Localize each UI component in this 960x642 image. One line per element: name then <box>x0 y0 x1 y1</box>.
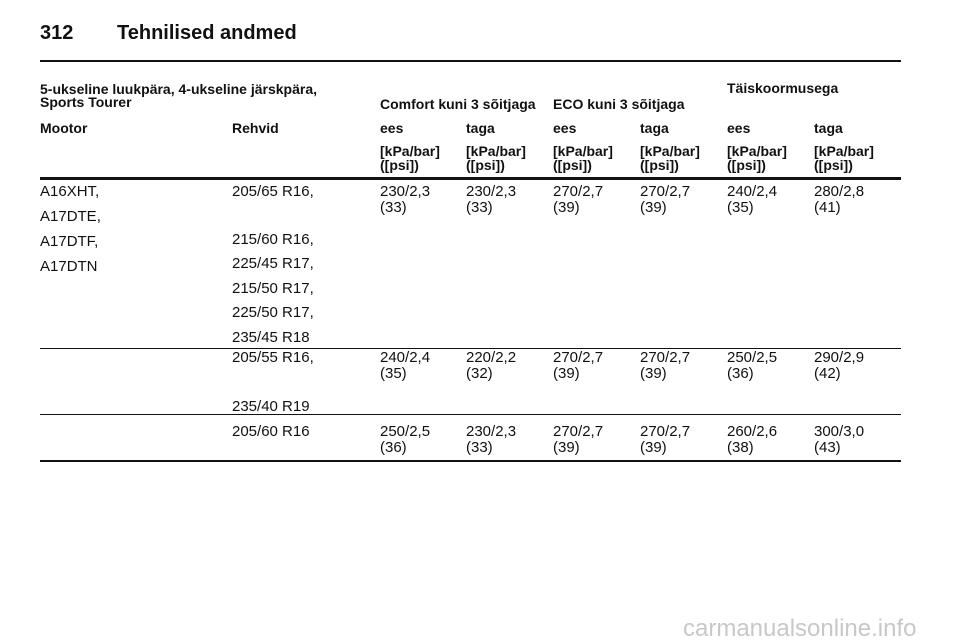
pressure: (39) <box>553 365 580 382</box>
pressure: (35) <box>727 199 754 216</box>
pressure: (42) <box>814 365 841 382</box>
column-header: ees <box>380 120 404 136</box>
pressure: 270/2,7 <box>553 423 604 440</box>
pressure: 250/2,5 <box>380 423 431 440</box>
group-header: ECO kuni 3 sõitjaga <box>553 96 685 112</box>
pressure: (32) <box>466 365 493 382</box>
pressure: 230/2,3 <box>466 423 517 440</box>
rule <box>40 177 901 180</box>
group-header: Comfort kuni 3 sõitjaga <box>380 96 536 112</box>
unit-label: ([psi]) <box>380 157 419 173</box>
pressure: (39) <box>553 199 580 216</box>
pressure: 290/2,9 <box>814 349 865 366</box>
vehicle-header: 5-ukseline luukpära, 4-ukseline järskpär… <box>40 81 318 97</box>
engine: A17DTE, <box>40 208 101 225</box>
column-header: ees <box>553 120 577 136</box>
column-header: taga <box>466 120 495 136</box>
engine: A17DTN <box>40 258 98 275</box>
pressure: 270/2,7 <box>640 349 691 366</box>
pressure: (41) <box>814 199 841 216</box>
pressure: 300/3,0 <box>814 423 865 440</box>
engine: A17DTF, <box>40 233 99 250</box>
tire-size: 215/50 R17, <box>232 280 314 297</box>
pressure: (38) <box>727 439 754 456</box>
pressure: 270/2,7 <box>640 423 691 440</box>
pressure: (36) <box>727 365 754 382</box>
tire-size: 205/55 R16, <box>232 349 314 366</box>
tire-size: 215/60 R16, <box>232 231 314 248</box>
unit-label: ([psi]) <box>814 157 853 173</box>
tire-size: 235/40 R19 <box>232 398 310 415</box>
pressure: 270/2,7 <box>553 183 604 200</box>
pressure: (33) <box>380 199 407 216</box>
unit-label: [kPa/bar] <box>814 143 874 159</box>
unit-label: ([psi]) <box>553 157 592 173</box>
pressure: (43) <box>814 439 841 456</box>
tire-size: 235/45 R18 <box>232 329 310 346</box>
pressure: (39) <box>640 439 667 456</box>
column-header: Mootor <box>40 120 88 136</box>
unit-label: [kPa/bar] <box>380 143 440 159</box>
pressure: (35) <box>380 365 407 382</box>
pressure: (39) <box>640 199 667 216</box>
unit-label: [kPa/bar] <box>553 143 613 159</box>
column-header: Rehvid <box>232 120 279 136</box>
pressure: 240/2,4 <box>380 349 431 366</box>
column-header: ees <box>727 120 751 136</box>
rule <box>40 348 901 349</box>
pressure: 220/2,2 <box>466 349 517 366</box>
tire-size: 225/50 R17, <box>232 304 314 321</box>
unit-label: [kPa/bar] <box>466 143 526 159</box>
pressure: 260/2,6 <box>727 423 778 440</box>
unit-label: [kPa/bar] <box>727 143 787 159</box>
pressure: 270/2,7 <box>640 183 691 200</box>
tire-size: 225/45 R17, <box>232 255 314 272</box>
group-header: Täiskoormusega <box>727 80 839 96</box>
page-title: Tehnilised andmed <box>117 22 297 44</box>
pressure: (33) <box>466 199 493 216</box>
pressure: 230/2,3 <box>466 183 517 200</box>
pressure: 280/2,8 <box>814 183 865 200</box>
page-number: 312 <box>40 22 74 44</box>
tire-size: 205/60 R16 <box>232 423 310 440</box>
watermark: carmanualsonline.info <box>683 615 917 642</box>
vehicle-header: Sports Tourer <box>40 94 132 110</box>
unit-label: ([psi]) <box>640 157 679 173</box>
column-header: taga <box>640 120 669 136</box>
rule <box>40 460 901 462</box>
column-header: taga <box>814 120 843 136</box>
engine: A16XHT, <box>40 183 100 200</box>
tire-size: 205/65 R16, <box>232 183 314 200</box>
pressure: (36) <box>380 439 407 456</box>
pressure: (39) <box>553 439 580 456</box>
pressure: (39) <box>640 365 667 382</box>
pressure: 270/2,7 <box>553 349 604 366</box>
pressure: 240/2,4 <box>727 183 778 200</box>
unit-label: ([psi]) <box>466 157 505 173</box>
unit-label: [kPa/bar] <box>640 143 700 159</box>
pressure: 250/2,5 <box>727 349 778 366</box>
unit-label: ([psi]) <box>727 157 766 173</box>
rule <box>40 414 901 415</box>
pressure: (33) <box>466 439 493 456</box>
pressure: 230/2,3 <box>380 183 431 200</box>
rule <box>40 60 901 62</box>
